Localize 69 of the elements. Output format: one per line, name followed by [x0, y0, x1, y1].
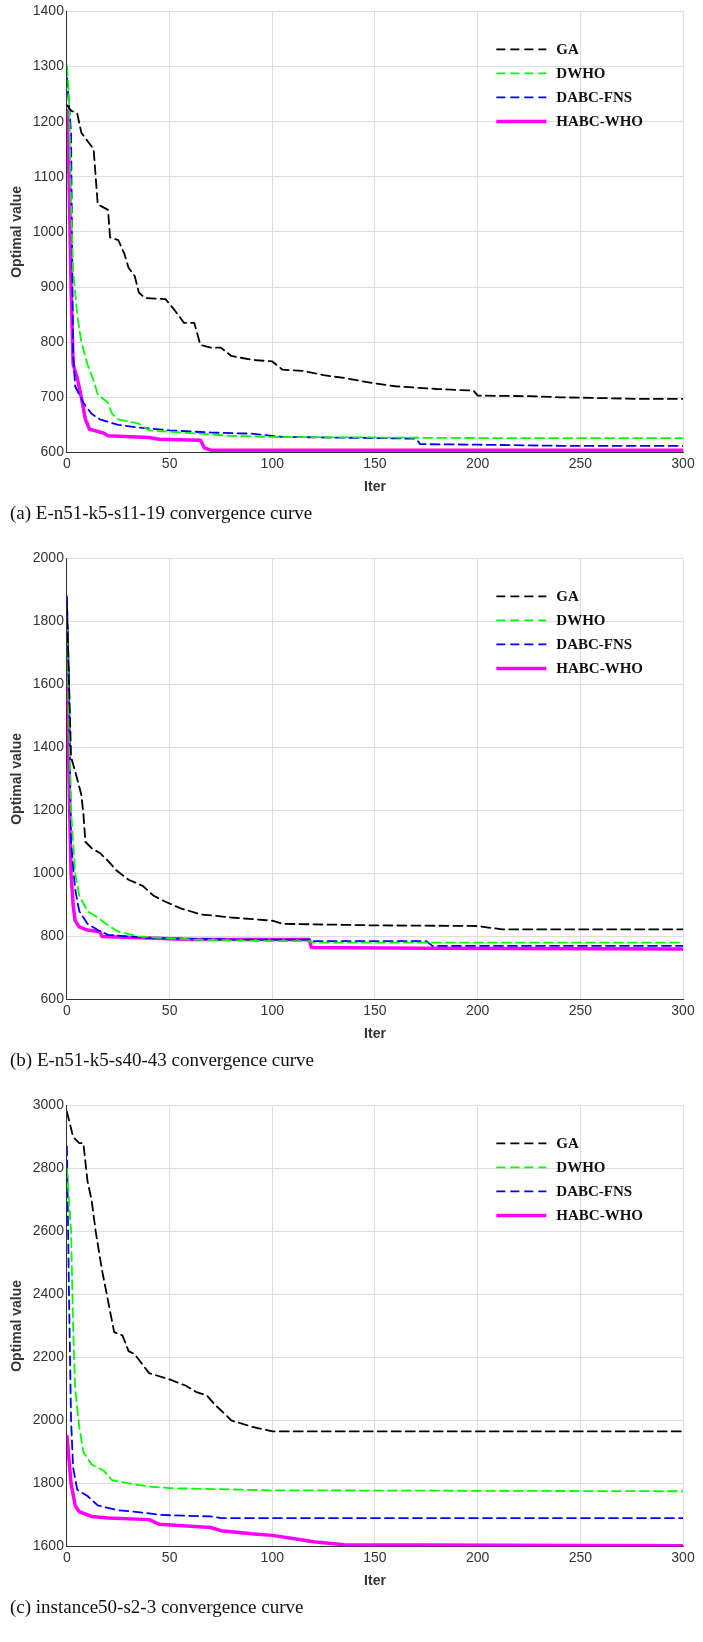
x-tick-label: 100 — [260, 1001, 285, 1018]
y-tick-label: 1800 — [32, 612, 65, 629]
y-tick-label: 2000 — [32, 1411, 65, 1428]
x-tick-label: 100 — [260, 454, 285, 471]
x-tick-label: 150 — [363, 1001, 387, 1018]
y-tick-label: 1100 — [33, 167, 65, 184]
y-tick-label: 2600 — [32, 1222, 65, 1239]
y-tick-label: 800 — [40, 927, 65, 944]
y-tick-label: 1200 — [32, 112, 65, 129]
y-tick-label: 2800 — [32, 1159, 65, 1176]
x-tick-label: 250 — [568, 1548, 593, 1565]
x-tick-label: 300 — [671, 454, 695, 471]
x-tick-label: 250 — [568, 1001, 593, 1018]
x-axis-title: Iter — [364, 1025, 387, 1042]
x-tick-label: 0 — [63, 1548, 72, 1565]
x-tick-label: 300 — [671, 1548, 695, 1565]
x-axis-title: Iter — [364, 1572, 387, 1589]
x-tick-label: 200 — [465, 1548, 490, 1565]
text: (c) instance50-s2-3 convergence curve — [10, 1596, 305, 1619]
y-tick-label: 1000 — [32, 222, 65, 239]
y-tick-label: 800 — [40, 333, 65, 350]
x-axis-title: Iter — [364, 478, 387, 495]
y-tick-label: 1800 — [32, 1474, 65, 1491]
y-tick-label: 3000 — [32, 1096, 65, 1113]
legend-label: DWHO — [556, 612, 606, 629]
legend-label: HABC-WHO — [556, 113, 643, 130]
text: (a) E-n51-k5-s11-19 convergence curve — [10, 502, 314, 525]
legend-label: HABC-WHO — [556, 1207, 643, 1224]
y-tick-label: 1400 — [32, 738, 65, 755]
x-tick-label: 50 — [161, 454, 178, 471]
y-axis-title: Optimal value — [8, 732, 25, 825]
x-tick-label: 300 — [671, 1001, 695, 1018]
y-tick-label: 2200 — [32, 1348, 65, 1365]
y-tick-label: 600 — [40, 990, 65, 1007]
legend-label: DABC-FNS — [556, 1183, 633, 1200]
legend-label: DWHO — [556, 65, 606, 82]
y-tick-label: 700 — [40, 388, 65, 405]
x-tick-label: 0 — [63, 1001, 72, 1018]
legend-label: DWHO — [556, 1159, 606, 1176]
y-tick-label: 600 — [40, 443, 65, 460]
x-tick-label: 200 — [465, 1001, 490, 1018]
legend-label: GA — [556, 1135, 579, 1152]
y-axis-title: Optimal value — [8, 185, 25, 278]
y-tick-label: 2400 — [32, 1285, 65, 1302]
y-tick-label: 2000 — [32, 549, 65, 566]
x-tick-label: 150 — [363, 454, 387, 471]
legend-label: HABC-WHO — [556, 660, 643, 677]
x-tick-label: 250 — [568, 454, 593, 471]
text: (b) E-n51-k5-s40-43 convergence curve — [10, 1049, 316, 1072]
x-tick-label: 150 — [363, 1548, 387, 1565]
y-tick-label: 1400 — [32, 2, 65, 19]
line-series — [66, 104, 683, 400]
legend-label: DABC-FNS — [556, 89, 633, 106]
x-tick-label: 100 — [260, 1548, 285, 1565]
y-axis-title: Optimal value — [8, 1279, 25, 1372]
legend-label: DABC-FNS — [556, 636, 633, 653]
legend-label: GA — [556, 588, 579, 605]
y-tick-label: 900 — [40, 277, 65, 294]
x-tick-label: 50 — [161, 1001, 178, 1018]
y-tick-label: 1000 — [32, 864, 65, 881]
y-tick-label: 1600 — [32, 1537, 65, 1554]
y-tick-label: 1200 — [32, 801, 65, 818]
y-tick-label: 1600 — [32, 675, 65, 692]
line-series — [66, 1110, 683, 1433]
legend-label: GA — [556, 41, 579, 58]
x-tick-label: 0 — [63, 454, 72, 471]
x-tick-label: 200 — [465, 454, 490, 471]
y-tick-label: 1300 — [32, 57, 65, 74]
x-tick-label: 50 — [161, 1548, 178, 1565]
